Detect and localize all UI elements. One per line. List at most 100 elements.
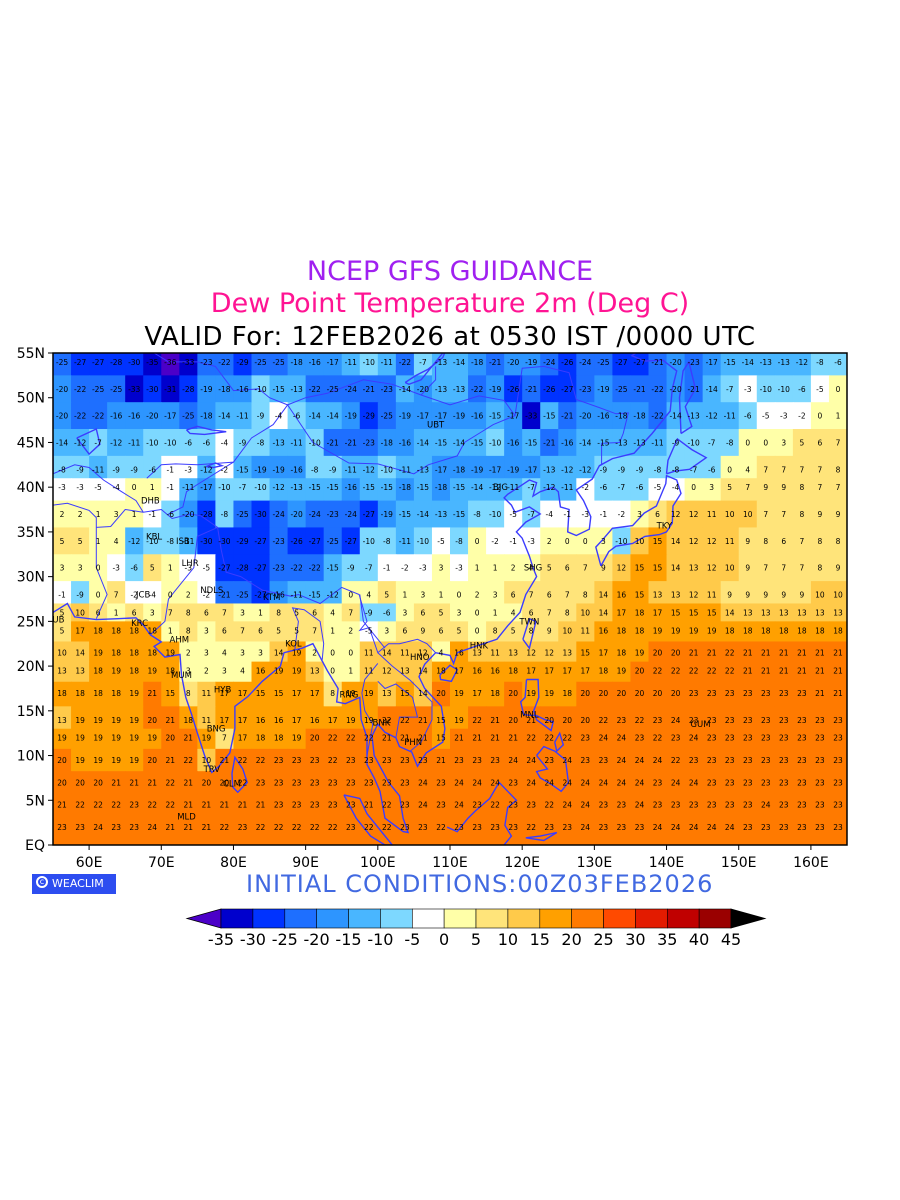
field-cell	[810, 353, 830, 376]
field-cell	[305, 402, 325, 430]
grid-value: 23	[761, 778, 771, 787]
grid-value: 23	[743, 801, 753, 810]
field-cell	[251, 455, 271, 479]
field-cell	[630, 603, 650, 622]
field-cell	[666, 681, 686, 707]
field-cell	[684, 554, 704, 582]
grid-value: 11	[725, 537, 735, 546]
field-cell	[450, 500, 469, 529]
field-cell	[161, 353, 180, 376]
grid-value: -18	[290, 358, 302, 367]
field-cell	[233, 793, 253, 817]
grid-value: 24	[689, 734, 699, 743]
grid-value: 23	[653, 716, 663, 725]
grid-value: 4	[439, 649, 444, 658]
grid-value: 17	[454, 667, 464, 676]
grid-value: -13	[435, 358, 447, 367]
field-cell	[810, 455, 830, 479]
grid-value: 6	[781, 537, 786, 546]
grid-value: 15	[274, 689, 284, 698]
field-cell	[197, 706, 217, 730]
field-cell	[594, 402, 614, 430]
field-cell	[792, 554, 812, 582]
field-cell	[233, 641, 253, 663]
field-cell	[702, 527, 722, 555]
grid-value: -22	[651, 412, 663, 421]
grid-value: 24	[418, 801, 428, 810]
grid-value: 8	[186, 608, 191, 617]
field-cell	[341, 681, 361, 707]
grid-value: 21	[148, 689, 158, 698]
field-cell	[161, 402, 180, 430]
grid-value: 23	[707, 801, 717, 810]
field-cell	[143, 455, 162, 479]
station-label: JCB	[135, 591, 150, 601]
field-cell	[71, 641, 90, 663]
grid-value: 18	[93, 667, 103, 676]
grid-value: 23	[310, 756, 320, 765]
grid-value: -11	[381, 358, 393, 367]
field-cell	[89, 478, 108, 502]
grid-value: -30	[254, 510, 266, 519]
grid-value: 3	[457, 608, 462, 617]
field-cell	[630, 581, 650, 605]
field-cell	[71, 581, 90, 605]
grid-value: 14	[599, 608, 609, 617]
grid-value: -13	[760, 358, 772, 367]
grid-value: -17	[417, 412, 429, 421]
field-cell	[648, 581, 668, 605]
grid-value: 15	[436, 734, 446, 743]
field-cell	[287, 771, 307, 795]
station-label: TRV	[203, 765, 221, 775]
grid-value: 23	[797, 778, 807, 787]
field-cell	[431, 815, 451, 845]
field-cell	[323, 661, 343, 683]
country-border	[53, 502, 97, 528]
grid-value: -25	[110, 385, 122, 394]
grid-value: -10	[146, 537, 158, 546]
grid-value: 10	[635, 537, 645, 546]
field-cell	[143, 429, 162, 457]
grid-value: 0	[457, 591, 462, 600]
grid-value: -5	[654, 483, 662, 492]
field-cell	[71, 527, 90, 555]
field-cell	[89, 728, 108, 750]
field-cell	[53, 621, 72, 643]
grid-value: 23	[779, 801, 789, 810]
grid-value: 7	[836, 483, 841, 492]
field-cell	[53, 641, 72, 663]
field-cell	[89, 527, 108, 555]
grid-value: 23	[454, 756, 464, 765]
field-cell	[630, 748, 650, 772]
country-border	[146, 379, 516, 479]
grid-value: -7	[419, 358, 427, 367]
field-cell	[792, 375, 812, 403]
grid-value: 13	[653, 591, 663, 600]
field-cell	[179, 815, 198, 845]
field-cell	[125, 706, 144, 730]
grid-value: 0	[475, 608, 480, 617]
grid-value: -19	[525, 358, 537, 367]
field-cell	[215, 554, 235, 582]
field-cell	[107, 748, 126, 772]
grid-value: 24	[671, 823, 681, 832]
field-cell	[630, 429, 650, 457]
grid-value: 15	[635, 564, 645, 573]
grid-value: 0	[475, 537, 480, 546]
grid-value: -7	[618, 483, 626, 492]
grid-value: 23	[833, 716, 843, 725]
field-cell	[612, 621, 632, 643]
field-cell	[720, 706, 740, 730]
grid-value: 17	[292, 716, 302, 725]
field-cell	[377, 581, 397, 605]
grid-value: 19	[617, 667, 627, 676]
field-cell	[161, 429, 180, 457]
field-cell	[53, 581, 72, 605]
grid-value: 17	[599, 649, 609, 658]
grid-value: 8	[800, 510, 805, 519]
grid-value: 5	[294, 608, 299, 617]
grid-value: -9	[329, 465, 337, 474]
field-cell	[197, 429, 217, 457]
grid-value: 6	[547, 591, 552, 600]
field-cell	[684, 527, 704, 555]
